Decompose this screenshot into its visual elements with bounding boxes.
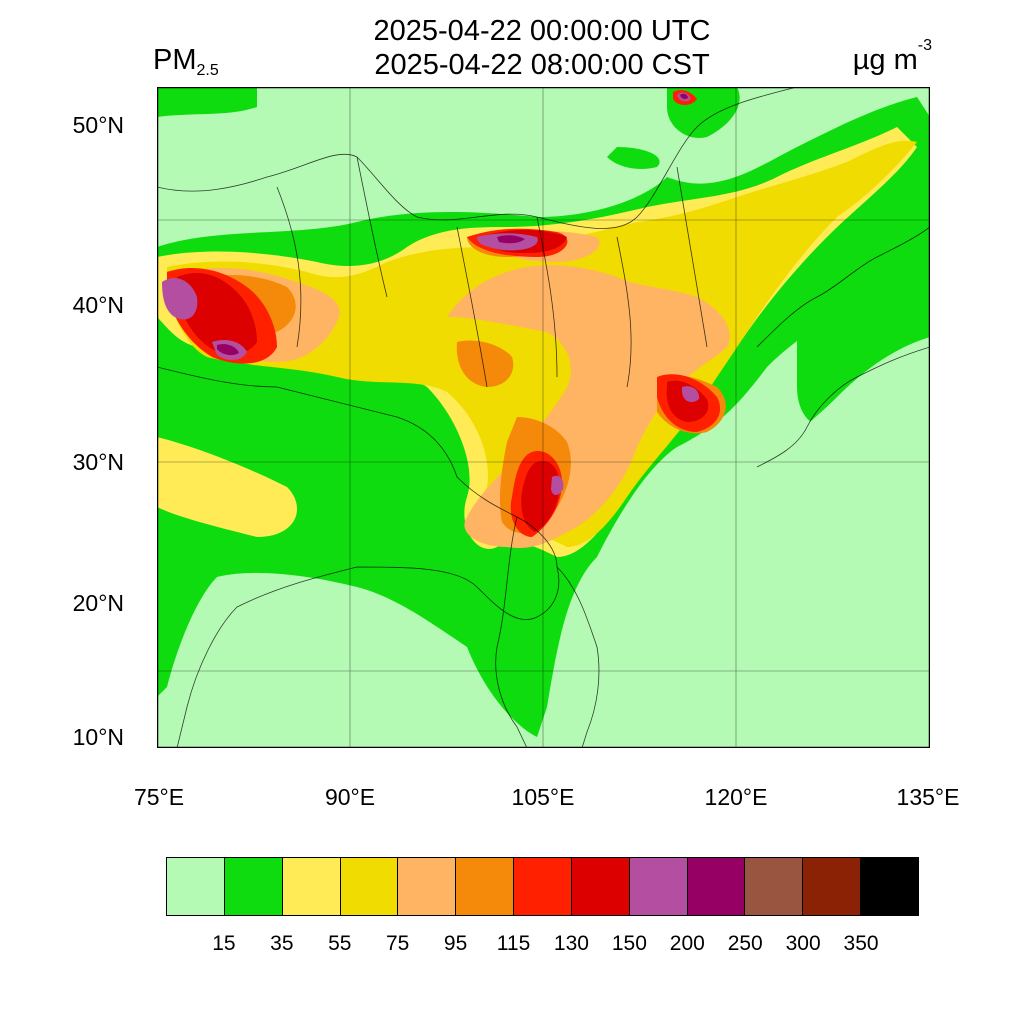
title-cst: 2025-04-22 08:00:00 CST: [374, 49, 710, 81]
ocean-pacific: [577, 337, 930, 748]
colorbar-cell: [224, 858, 283, 915]
lon-label-75: 75°E: [133, 784, 185, 810]
pm25-map: [157, 87, 930, 748]
variable-subscript: 2.5: [196, 62, 219, 79]
colorbar-label: 200: [669, 932, 705, 955]
green-patch-bayan: [607, 147, 660, 169]
grid-lines: [157, 87, 930, 748]
lat-label-50: 50°N: [72, 112, 124, 138]
variable-name: PM: [153, 44, 197, 76]
title-utc: 2025-04-22 00:00:00 UTC: [373, 15, 711, 47]
colorbar-label: 115: [496, 932, 531, 955]
colorbar-cell: [514, 858, 572, 915]
colorbar-label: 300: [785, 932, 821, 955]
colorbar-label: 150: [611, 932, 647, 955]
colorbar-cell: [340, 858, 399, 915]
lon-label-120: 120°E: [704, 784, 768, 810]
green-band-korea-japan: [797, 257, 930, 426]
lon-label-135: 135°E: [896, 784, 960, 810]
yellow-core: [167, 140, 917, 547]
colorbar-cell: [687, 858, 746, 915]
lat-label-30: 30°N: [72, 449, 124, 475]
colorbar-label: 35: [270, 932, 294, 955]
colorbar: [166, 857, 919, 916]
colorbar-label: 55: [328, 932, 352, 955]
colorbar-label: 95: [443, 932, 468, 955]
colorbar-label: 15: [212, 932, 236, 955]
lon-label-105: 105°E: [511, 784, 575, 810]
map-frame: [157, 87, 930, 748]
colorbar-label: 75: [386, 932, 410, 955]
lon-label-90: 90°E: [324, 784, 376, 810]
colorbar-label: 350: [843, 932, 879, 955]
colorbar-cell: [282, 858, 341, 915]
colorbar-label: 130: [553, 932, 589, 955]
colorbar-cell: [629, 858, 688, 915]
colorbar-cell: [745, 858, 804, 915]
colorbar-cell: [861, 858, 918, 915]
colorbar-cell: [803, 858, 862, 915]
unit-exponent: -3: [917, 37, 932, 55]
lat-label-40: 40°N: [72, 292, 124, 318]
colorbar-cell: [398, 858, 457, 915]
variable-label: PM2.5: [153, 44, 219, 79]
light-orange-interior: [180, 231, 730, 548]
green-patch-nw: [157, 87, 257, 117]
lat-label-10: 10°N: [72, 724, 124, 750]
colorbar-cell: [456, 858, 515, 915]
unit-label: µg m-3: [852, 37, 932, 77]
lat-label-20: 20°N: [72, 590, 124, 616]
colorbar-cell: [167, 858, 225, 915]
country-borders: [157, 87, 930, 748]
colorbar-label: 250: [727, 932, 763, 955]
colorbar-cell: [571, 858, 630, 915]
unit-base: µg m: [852, 44, 918, 76]
